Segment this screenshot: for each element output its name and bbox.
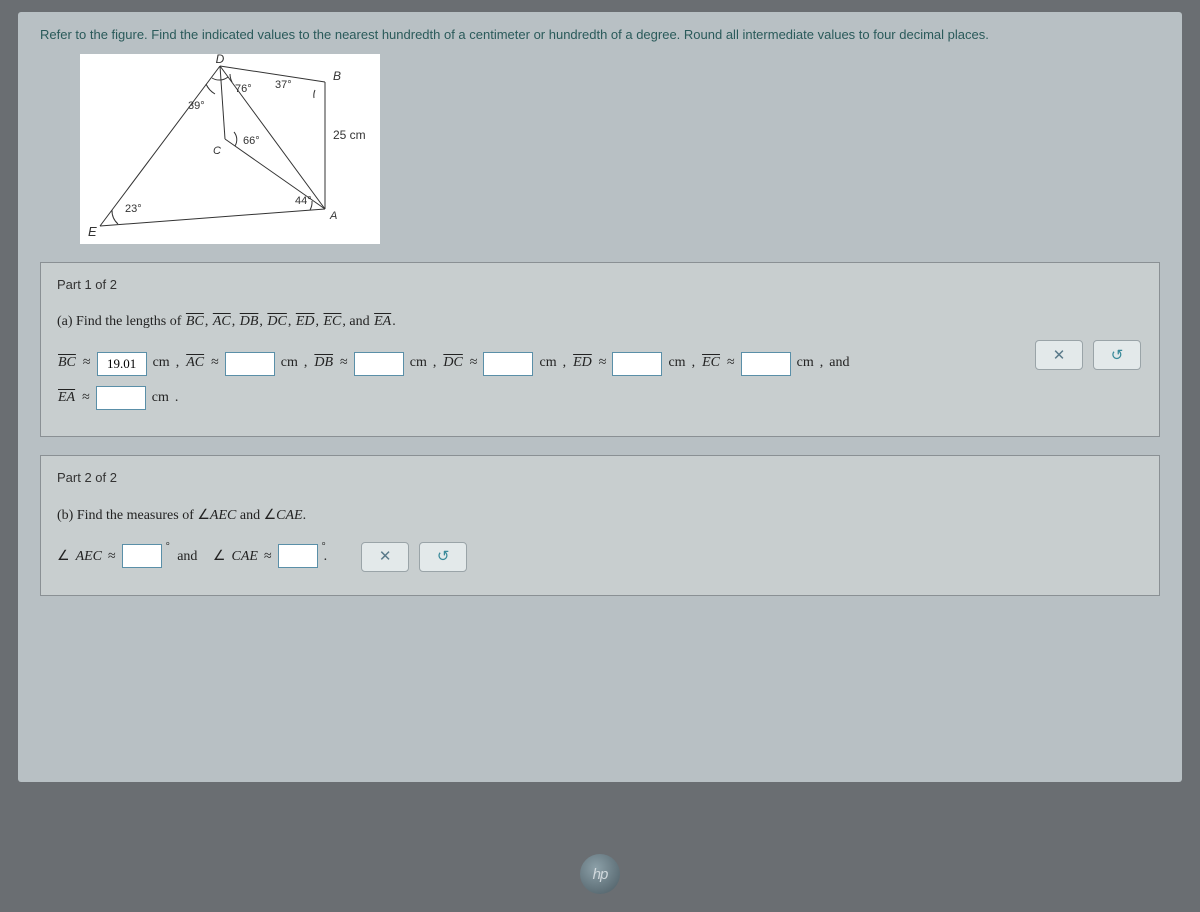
svg-text:25 cm: 25 cm [333, 128, 366, 142]
seg-dc: DC [266, 314, 287, 329]
seg-ac: AC [212, 314, 232, 329]
figure-svg: D B A C E 76° 37° 39° 66° 25 cm 44° 23° [80, 54, 380, 244]
ans-dc-label: DC [442, 348, 463, 379]
degree-symbol-1: ° [166, 536, 170, 558]
degree-symbol-2: ° [322, 536, 326, 558]
angle-symbol-3: ∠ [57, 542, 70, 573]
ans-ea-label: EA [57, 383, 76, 414]
part-2-answers: ∠AEC ≈ ° and ∠CAE ≈ ° . ✕ ↺ [57, 542, 1143, 573]
unit-7: cm [152, 383, 169, 414]
ec-input[interactable] [741, 352, 791, 376]
q1-prefix: (a) Find the lengths of [57, 314, 185, 329]
angle-symbol-2: ∠ [264, 508, 277, 523]
unit-4: cm [539, 348, 556, 379]
ans-ac-label: AC [185, 348, 205, 379]
svg-text:C: C [213, 145, 221, 157]
seg-ea: EA [373, 314, 392, 329]
svg-text:39°: 39° [188, 100, 205, 112]
hp-logo: hp [580, 854, 620, 894]
db-input[interactable] [354, 352, 404, 376]
seg-bc: BC [185, 314, 205, 329]
part-1-title: Part 1 of 2 [57, 277, 1143, 292]
svg-text:44°: 44° [295, 195, 312, 207]
part-1-question: (a) Find the lengths of BC, AC, DB, DC, … [57, 314, 1143, 330]
unit-5: cm [668, 348, 685, 379]
angle-symbol-1: ∠ [197, 508, 210, 523]
svg-text:A: A [329, 210, 337, 222]
part-2-container: Part 2 of 2 (b) Find the measures of ∠AE… [40, 455, 1160, 596]
reset-icon-2: ↺ [437, 541, 450, 574]
clear-button-2[interactable]: ✕ [361, 542, 409, 572]
bc-input[interactable] [97, 352, 147, 376]
cae-input[interactable] [278, 544, 318, 568]
unit-1: cm [153, 348, 170, 379]
instructions-text: Refer to the figure. Find the indicated … [40, 26, 1160, 44]
ans-db-label: DB [313, 348, 334, 379]
svg-text:B: B [333, 69, 341, 83]
hp-logo-text: hp [593, 866, 608, 883]
geometry-figure: D B A C E 76° 37° 39° 66° 25 cm 44° 23° [80, 54, 380, 244]
part-1-answers: BC ≈ cm, AC ≈ cm, DB ≈ cm, DC ≈ cm, ED ≈… [57, 348, 1143, 379]
seg-ec: EC [323, 314, 343, 329]
and-text-2: and [829, 348, 849, 379]
reset-button-2[interactable]: ↺ [419, 542, 467, 572]
ans-bc-label: BC [57, 348, 77, 379]
unit-6: cm [797, 348, 814, 379]
close-icon: ✕ [1053, 346, 1066, 364]
svg-text:D: D [216, 54, 225, 66]
angle-aec-label: AEC [210, 508, 236, 523]
svg-text:E: E [88, 224, 97, 239]
svg-text:66°: 66° [243, 135, 260, 147]
q2-prefix: (b) Find the measures of [57, 508, 197, 523]
reset-icon: ↺ [1111, 346, 1124, 364]
and-text-4: and [177, 542, 197, 573]
angle-cae-label: CAE [276, 508, 302, 523]
ea-input[interactable] [96, 386, 146, 410]
ed-input[interactable] [612, 352, 662, 376]
part-1-buttons: ✕ ↺ [1035, 340, 1141, 370]
and-text-3: and [240, 508, 260, 523]
and-text-1: and [349, 314, 369, 329]
ans-cae-label: CAE [231, 542, 257, 573]
unit-3: cm [410, 348, 427, 379]
part-1-container: Part 1 of 2 (a) Find the lengths of BC, … [40, 262, 1160, 437]
svg-text:76°: 76° [235, 83, 252, 95]
part-2-title: Part 2 of 2 [57, 470, 1143, 485]
aec-input[interactable] [122, 544, 162, 568]
part-2-buttons: ✕ ↺ [361, 542, 467, 572]
clear-button-1[interactable]: ✕ [1035, 340, 1083, 370]
ans-aec-label: AEC [76, 542, 102, 573]
unit-2: cm [281, 348, 298, 379]
close-icon-2: ✕ [379, 541, 392, 574]
svg-text:23°: 23° [125, 203, 142, 215]
angle-symbol-4: ∠ [213, 542, 226, 573]
seg-db: DB [239, 314, 260, 329]
reset-button-1[interactable]: ↺ [1093, 340, 1141, 370]
ans-ed-label: ED [572, 348, 593, 379]
part-1-answers-line2: EA ≈ cm. [57, 383, 1143, 414]
seg-ed: ED [295, 314, 316, 329]
part-2-question: (b) Find the measures of ∠AEC and ∠CAE. [57, 507, 1143, 524]
ac-input[interactable] [225, 352, 275, 376]
ans-ec-label: EC [701, 348, 721, 379]
dc-input[interactable] [483, 352, 533, 376]
svg-text:37°: 37° [275, 79, 292, 91]
